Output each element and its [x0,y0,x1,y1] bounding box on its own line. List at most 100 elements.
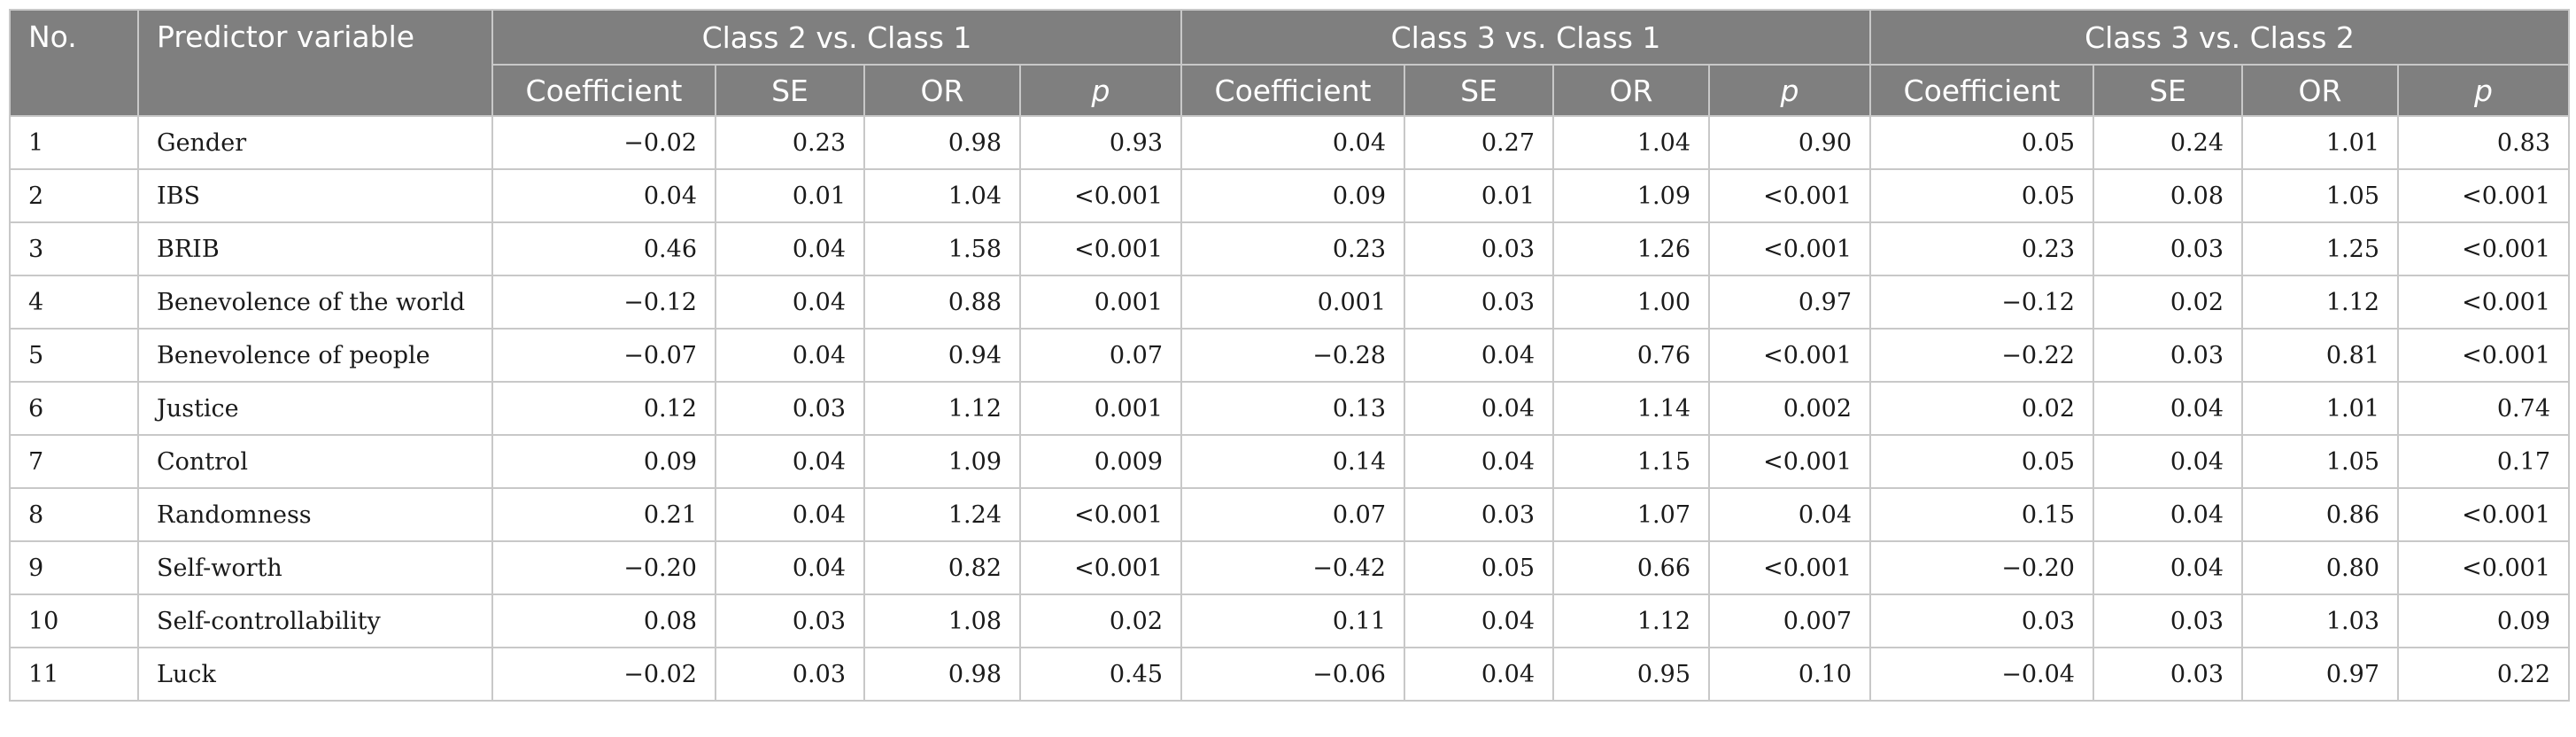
coefficient-cell-group-1: 0.09 [491,434,716,489]
p-cell-group-1: 0.45 [1019,647,1182,702]
se-cell-group-1: 0.04 [715,221,865,276]
or-cell-group-3: 0.86 [2241,487,2399,542]
p-cell-group-2: <0.001 [1708,328,1871,383]
p-cell-group-2: 0.90 [1708,115,1871,170]
p-cell-group-1: <0.001 [1019,221,1182,276]
p-cell-group-2: <0.001 [1708,168,1871,223]
coefficient-cell-group-2: 0.11 [1180,593,1405,648]
p-cell-group-1: 0.07 [1019,328,1182,383]
coefficient-cell-group-2: 0.001 [1180,275,1405,330]
header-or-group-1: OR [863,64,1021,117]
or-cell-group-3: 0.80 [2241,540,2399,595]
header-group-3: Class 3 vs. Class 2 [1869,9,2570,66]
header-or-group-2: OR [1552,64,1710,117]
se-cell-group-3: 0.04 [2093,381,2243,436]
p-cell-group-1: <0.001 [1019,487,1182,542]
se-cell-group-2: 0.04 [1404,593,1554,648]
p-cell-group-3: <0.001 [2397,275,2570,330]
coefficient-cell-group-3: −0.12 [1869,275,2094,330]
p-cell-group-3: 0.09 [2397,593,2570,648]
table-row: 2 IBS 0.04 0.01 1.04 <0.001 0.09 0.01 1.09 <0.001… [9,168,2570,223]
predictor-variable: BRIB [137,221,493,276]
row-number: 5 [9,328,139,383]
or-cell-group-3: 1.05 [2241,168,2399,223]
p-cell-group-1: 0.02 [1019,593,1182,648]
p-cell-group-2: 0.10 [1708,647,1871,702]
p-cell-group-1: <0.001 [1019,168,1182,223]
predictor-variable: Control [137,434,493,489]
p-cell-group-2: <0.001 [1708,221,1871,276]
se-cell-group-3: 0.24 [2093,115,2243,170]
header-predictor: Predictor variable [137,9,493,117]
coefficient-cell-group-3: −0.20 [1869,540,2094,595]
coefficient-cell-group-3: 0.05 [1869,434,2094,489]
header-no: No. [9,9,139,117]
table-row: 11 Luck −0.02 0.03 0.98 0.45 −0.06 0.04 0.95 0.10… [9,647,2570,702]
header-se-group-2: SE [1404,64,1554,117]
or-cell-group-2: 1.07 [1552,487,1710,542]
or-cell-group-2: 0.76 [1552,328,1710,383]
or-cell-group-1: 0.82 [863,540,1021,595]
coefficient-cell-group-1: 0.12 [491,381,716,436]
table-row: 8 Randomness 0.21 0.04 1.24 <0.001 0.07 0.03 1.0… [9,487,2570,542]
or-cell-group-1: 1.24 [863,487,1021,542]
se-cell-group-2: 0.27 [1404,115,1554,170]
se-cell-group-2: 0.03 [1404,487,1554,542]
se-cell-group-2: 0.04 [1404,328,1554,383]
se-cell-group-1: 0.04 [715,540,865,595]
coefficient-cell-group-2: −0.28 [1180,328,1405,383]
coefficient-cell-group-3: 0.05 [1869,115,2094,170]
p-cell-group-2: <0.001 [1708,540,1871,595]
coefficient-cell-group-2: 0.23 [1180,221,1405,276]
table-row: 3 BRIB 0.46 0.04 1.58 <0.001 0.23 0.03 1.26 <0.00… [9,221,2570,276]
header-group-2: Class 3 vs. Class 1 [1180,9,1871,66]
p-cell-group-2: 0.04 [1708,487,1871,542]
table-row: 10 Self-controllability 0.08 0.03 1.08 0.02 0.… [9,593,2570,648]
se-cell-group-2: 0.05 [1404,540,1554,595]
table-body: 1 Gender −0.02 0.23 0.98 0.93 0.04 0.27 1.04 0.90… [9,115,2570,702]
coefficient-cell-group-1: 0.08 [491,593,716,648]
predictor-variable: Randomness [137,487,493,542]
coefficient-cell-group-3: 0.15 [1869,487,2094,542]
coefficient-cell-group-3: 0.03 [1869,593,2094,648]
results-table-container: No. Predictor variable Class 2 vs. Class… [9,9,2570,702]
se-cell-group-2: 0.01 [1404,168,1554,223]
header-p-group-3: p [2397,64,2570,117]
row-number: 2 [9,168,139,223]
p-cell-group-1: <0.001 [1019,540,1182,595]
coefficient-cell-group-2: 0.07 [1180,487,1405,542]
se-cell-group-2: 0.04 [1404,434,1554,489]
header-coefficient-group-3: Coefficient [1869,64,2094,117]
p-cell-group-3: 0.22 [2397,647,2570,702]
row-number: 11 [9,647,139,702]
coefficient-cell-group-1: −0.07 [491,328,716,383]
or-cell-group-2: 0.95 [1552,647,1710,702]
or-cell-group-1: 0.94 [863,328,1021,383]
header-p-group-2: p [1708,64,1871,117]
or-cell-group-2: 1.04 [1552,115,1710,170]
se-cell-group-3: 0.04 [2093,434,2243,489]
predictor-variable: Luck [137,647,493,702]
p-cell-group-3: 0.74 [2397,381,2570,436]
or-cell-group-3: 1.03 [2241,593,2399,648]
p-cell-group-3: <0.001 [2397,221,2570,276]
row-number: 9 [9,540,139,595]
coefficient-cell-group-3: 0.23 [1869,221,2094,276]
or-cell-group-1: 1.58 [863,221,1021,276]
p-cell-group-3: 0.83 [2397,115,2570,170]
coefficient-cell-group-1: −0.20 [491,540,716,595]
or-cell-group-1: 0.98 [863,115,1021,170]
table-header: No. Predictor variable Class 2 vs. Class… [9,9,2570,117]
se-cell-group-2: 0.03 [1404,275,1554,330]
or-cell-group-3: 1.25 [2241,221,2399,276]
table-row: 4 Benevolence of the world −0.12 0.04 0.88 0.… [9,275,2570,330]
coefficient-cell-group-2: 0.13 [1180,381,1405,436]
se-cell-group-1: 0.04 [715,328,865,383]
predictor-variable: Self-controllability [137,593,493,648]
p-cell-group-3: 0.17 [2397,434,2570,489]
or-cell-group-1: 1.08 [863,593,1021,648]
predictor-variable: Benevolence of the world [137,275,493,330]
coefficient-cell-group-1: 0.04 [491,168,716,223]
coefficient-cell-group-2: 0.04 [1180,115,1405,170]
row-number: 1 [9,115,139,170]
